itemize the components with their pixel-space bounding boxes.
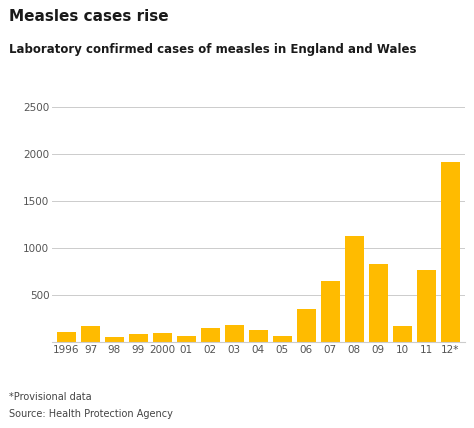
Text: Measles cases rise: Measles cases rise bbox=[9, 9, 169, 24]
Bar bbox=[225, 324, 244, 342]
Bar bbox=[369, 264, 388, 342]
Bar bbox=[273, 336, 292, 342]
Text: Source: Health Protection Agency: Source: Health Protection Agency bbox=[9, 409, 173, 419]
Bar bbox=[417, 270, 436, 342]
Bar bbox=[105, 337, 124, 342]
Bar bbox=[392, 327, 412, 342]
Bar bbox=[57, 332, 76, 342]
Bar bbox=[201, 328, 220, 342]
Bar bbox=[129, 333, 148, 342]
Bar bbox=[440, 162, 460, 342]
Bar bbox=[177, 336, 196, 342]
Bar bbox=[249, 330, 268, 342]
Bar bbox=[345, 236, 364, 342]
Bar bbox=[321, 281, 340, 342]
Bar bbox=[81, 327, 100, 342]
Text: *Provisional data: *Provisional data bbox=[9, 392, 92, 401]
Bar bbox=[297, 309, 316, 342]
Bar bbox=[153, 333, 172, 342]
Text: Laboratory confirmed cases of measles in England and Wales: Laboratory confirmed cases of measles in… bbox=[9, 43, 417, 56]
